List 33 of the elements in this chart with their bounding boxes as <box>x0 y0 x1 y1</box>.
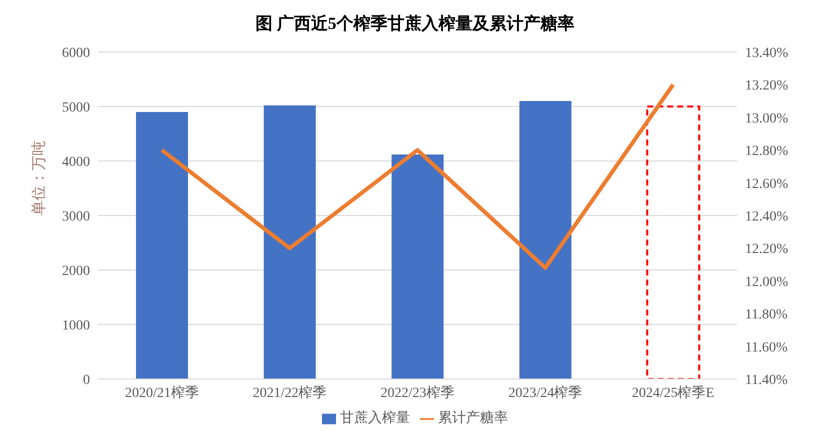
y2-tick-label: 12.20% <box>745 242 788 258</box>
y2-tick-label: 13.40% <box>745 46 788 61</box>
x-tick-label: 2023/24榨季 <box>508 384 582 401</box>
y-tick-label: 5000 <box>62 100 90 116</box>
x-tick-label: 2024/25榨季E <box>632 384 714 401</box>
y2-tick-label: 11.60% <box>745 340 788 356</box>
bar <box>519 101 572 379</box>
y2-tick-label: 11.40% <box>745 372 788 388</box>
y-tick-label: 4000 <box>62 154 90 170</box>
bar <box>136 112 188 379</box>
y2-tick-label: 13.00% <box>745 111 788 126</box>
line-series <box>160 82 676 270</box>
bar <box>264 105 316 379</box>
y-tick-label: 1000 <box>62 318 90 334</box>
legend-label: 累计产糖率 <box>438 411 508 426</box>
y2-tick-label: 12.00% <box>745 274 788 290</box>
y-tick-label: 2000 <box>62 264 90 279</box>
legend-label: 甘蔗入榨量 <box>340 411 410 426</box>
bar <box>646 106 700 379</box>
y-tick-label: 3000 <box>62 209 90 224</box>
x-tick-label: 2022/23榨季 <box>380 384 454 401</box>
y2-tick-label: 13.20% <box>745 78 788 94</box>
y2-tick-label: 12.60% <box>745 176 788 192</box>
x-tick-label: 2021/22榨季 <box>252 384 327 401</box>
y2-tick-label: 12.80% <box>745 144 788 160</box>
y-tick-label: 0 <box>83 372 90 388</box>
y2-tick-label: 12.40% <box>745 209 788 224</box>
bar <box>392 154 444 379</box>
y2-tick-label: 11.80% <box>745 308 788 323</box>
x-tick-label: 2020/21榨季 <box>124 384 199 401</box>
y-axis-title: 单位：万吨 <box>30 140 48 216</box>
chart-title: 图 广西近5个榨季甘蔗入榨量及累计产糖率 <box>254 13 576 35</box>
y-tick-label: 6000 <box>62 46 90 61</box>
